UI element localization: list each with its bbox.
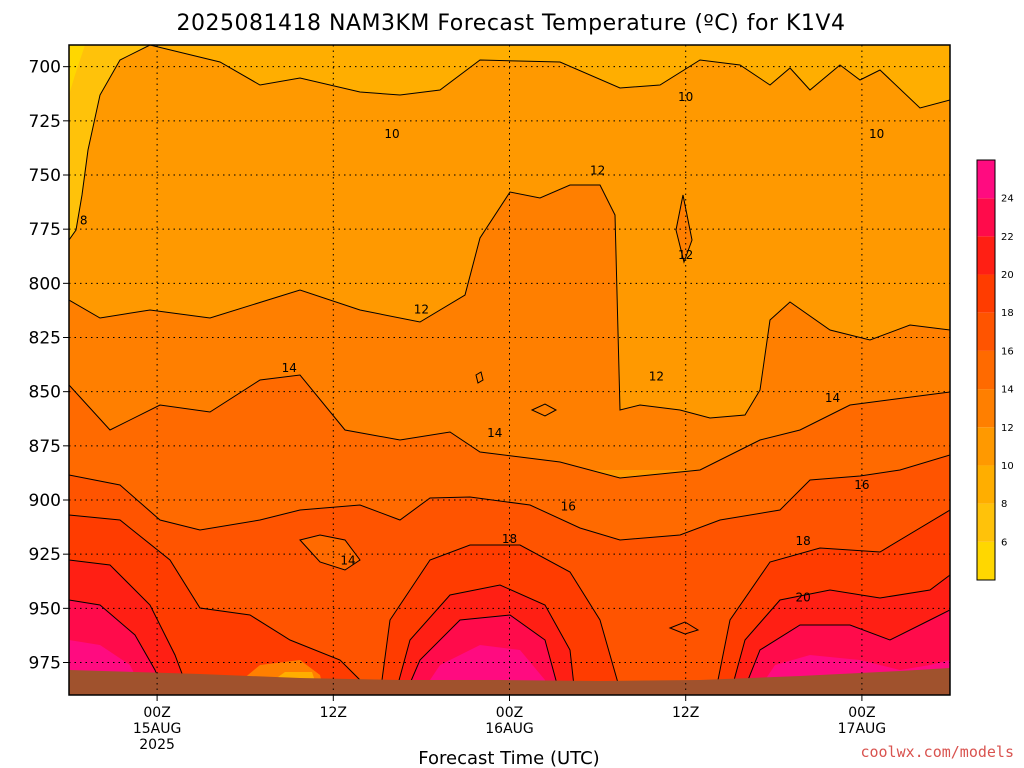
x-tick-label: 12Z <box>672 705 699 721</box>
contour-label: 18 <box>502 532 517 546</box>
contour-label: 12 <box>590 164 605 178</box>
colorbar-tick-label: 20 <box>1001 270 1014 281</box>
x-tick-label: 00Z <box>848 705 875 721</box>
colorbar-tick-label: 6 <box>1001 537 1007 548</box>
band-8-10 <box>69 45 950 108</box>
x-tick-label: 2025 <box>139 737 175 753</box>
contour-label: 20 <box>796 591 811 605</box>
colorbar-tick-label: 22 <box>1001 232 1014 243</box>
y-tick-label: 875 <box>29 437 61 457</box>
x-tick-label: 12Z <box>320 705 347 721</box>
band-6-8 <box>69 45 150 240</box>
x-tick-label: 17AUG <box>838 721 887 737</box>
contour-label: 12 <box>414 302 429 316</box>
colorbar-swatch <box>977 427 995 466</box>
colorbar-swatch <box>977 389 995 428</box>
contour-label: 10 <box>384 127 399 141</box>
x-tick-label: 00Z <box>496 705 523 721</box>
colorbar-tick-label: 14 <box>1001 385 1014 396</box>
contour-label: 10 <box>678 90 693 104</box>
colorbar-swatch <box>977 198 995 237</box>
colorbar-tick-label: 18 <box>1001 308 1014 319</box>
y-tick-label: 775 <box>29 220 61 240</box>
y-axis: 700 725 750 775 800 825 850 875 900 925 950 975 <box>29 58 69 674</box>
contour-label: 14 <box>340 554 355 568</box>
y-tick-label: 850 <box>29 383 61 403</box>
x-tick-label: 15AUG <box>133 721 182 737</box>
contour-field <box>69 45 950 695</box>
colorbar-tick-label: 12 <box>1001 423 1014 434</box>
contour-lines <box>69 45 950 695</box>
contour-label: 16 <box>561 500 576 514</box>
contour-label: 8 <box>80 214 88 228</box>
colorbar-swatch <box>977 541 995 580</box>
credit-text[interactable]: coolwx.com/models <box>860 743 1014 761</box>
band-blob-14 <box>300 535 360 570</box>
y-tick-label: 900 <box>29 491 61 511</box>
colorbar-frame <box>976 159 996 581</box>
colorbar: 6 8 10 12 14 16 18 20 22 24 <box>976 159 1014 581</box>
y-tick-label: 925 <box>29 545 61 565</box>
colorbar-swatch <box>977 160 995 199</box>
contour-label: 14 <box>487 426 502 440</box>
contour-label: 14 <box>825 391 840 405</box>
contour-label: 16 <box>854 478 869 492</box>
chart-title: 2025081418 NAM3KM Forecast Temperature (… <box>177 11 846 36</box>
colorbar-swatch <box>977 503 995 542</box>
terrain <box>69 668 950 695</box>
colorbar-swatch <box>977 236 995 275</box>
band-4-6 <box>69 45 85 95</box>
colorbar-swatch <box>977 350 995 390</box>
y-tick-label: 800 <box>29 274 61 294</box>
grid <box>69 45 950 695</box>
contour-labels: 8 10 10 10 12 12 12 12 14 14 14 14 16 16 18 18 20 <box>80 90 884 605</box>
contour-label: 10 <box>869 127 884 141</box>
contour-label: 18 <box>796 534 811 548</box>
y-tick-label: 750 <box>29 166 61 186</box>
y-tick-label: 975 <box>29 654 61 674</box>
contour-label: 14 <box>282 361 297 375</box>
colorbar-swatch <box>977 274 995 313</box>
x-tick-label: 00Z <box>143 705 170 721</box>
colorbar-swatch <box>977 465 995 504</box>
x-axis-label: Forecast Time (UTC) <box>418 748 599 768</box>
y-tick-label: 825 <box>29 329 61 349</box>
colorbar-tick-label: 10 <box>1001 461 1014 472</box>
colorbar-swatch <box>977 312 995 351</box>
y-tick-label: 725 <box>29 112 61 132</box>
y-tick-label: 700 <box>29 58 61 78</box>
y-tick-label: 950 <box>29 599 61 619</box>
contour-label: 12 <box>649 370 664 384</box>
colorbar-tick-label: 8 <box>1001 499 1007 510</box>
colorbar-tick-label: 24 <box>1001 194 1014 205</box>
contour-label: 12 <box>678 248 693 262</box>
x-tick-label: 16AUG <box>485 721 534 737</box>
colorbar-tick-label: 16 <box>1001 346 1014 357</box>
